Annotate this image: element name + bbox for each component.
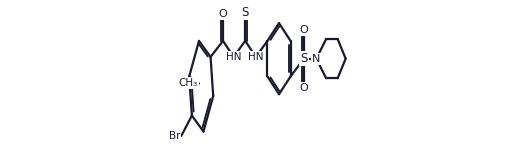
Text: Br: Br	[169, 131, 180, 141]
Text: O: O	[299, 25, 308, 35]
Text: HN: HN	[248, 52, 264, 62]
Text: S: S	[241, 6, 249, 19]
Text: O: O	[219, 9, 227, 19]
Text: HN: HN	[226, 52, 241, 62]
Text: N: N	[312, 54, 320, 64]
Text: O: O	[299, 83, 308, 93]
Text: CH₃: CH₃	[179, 78, 198, 88]
Text: S: S	[300, 52, 308, 65]
